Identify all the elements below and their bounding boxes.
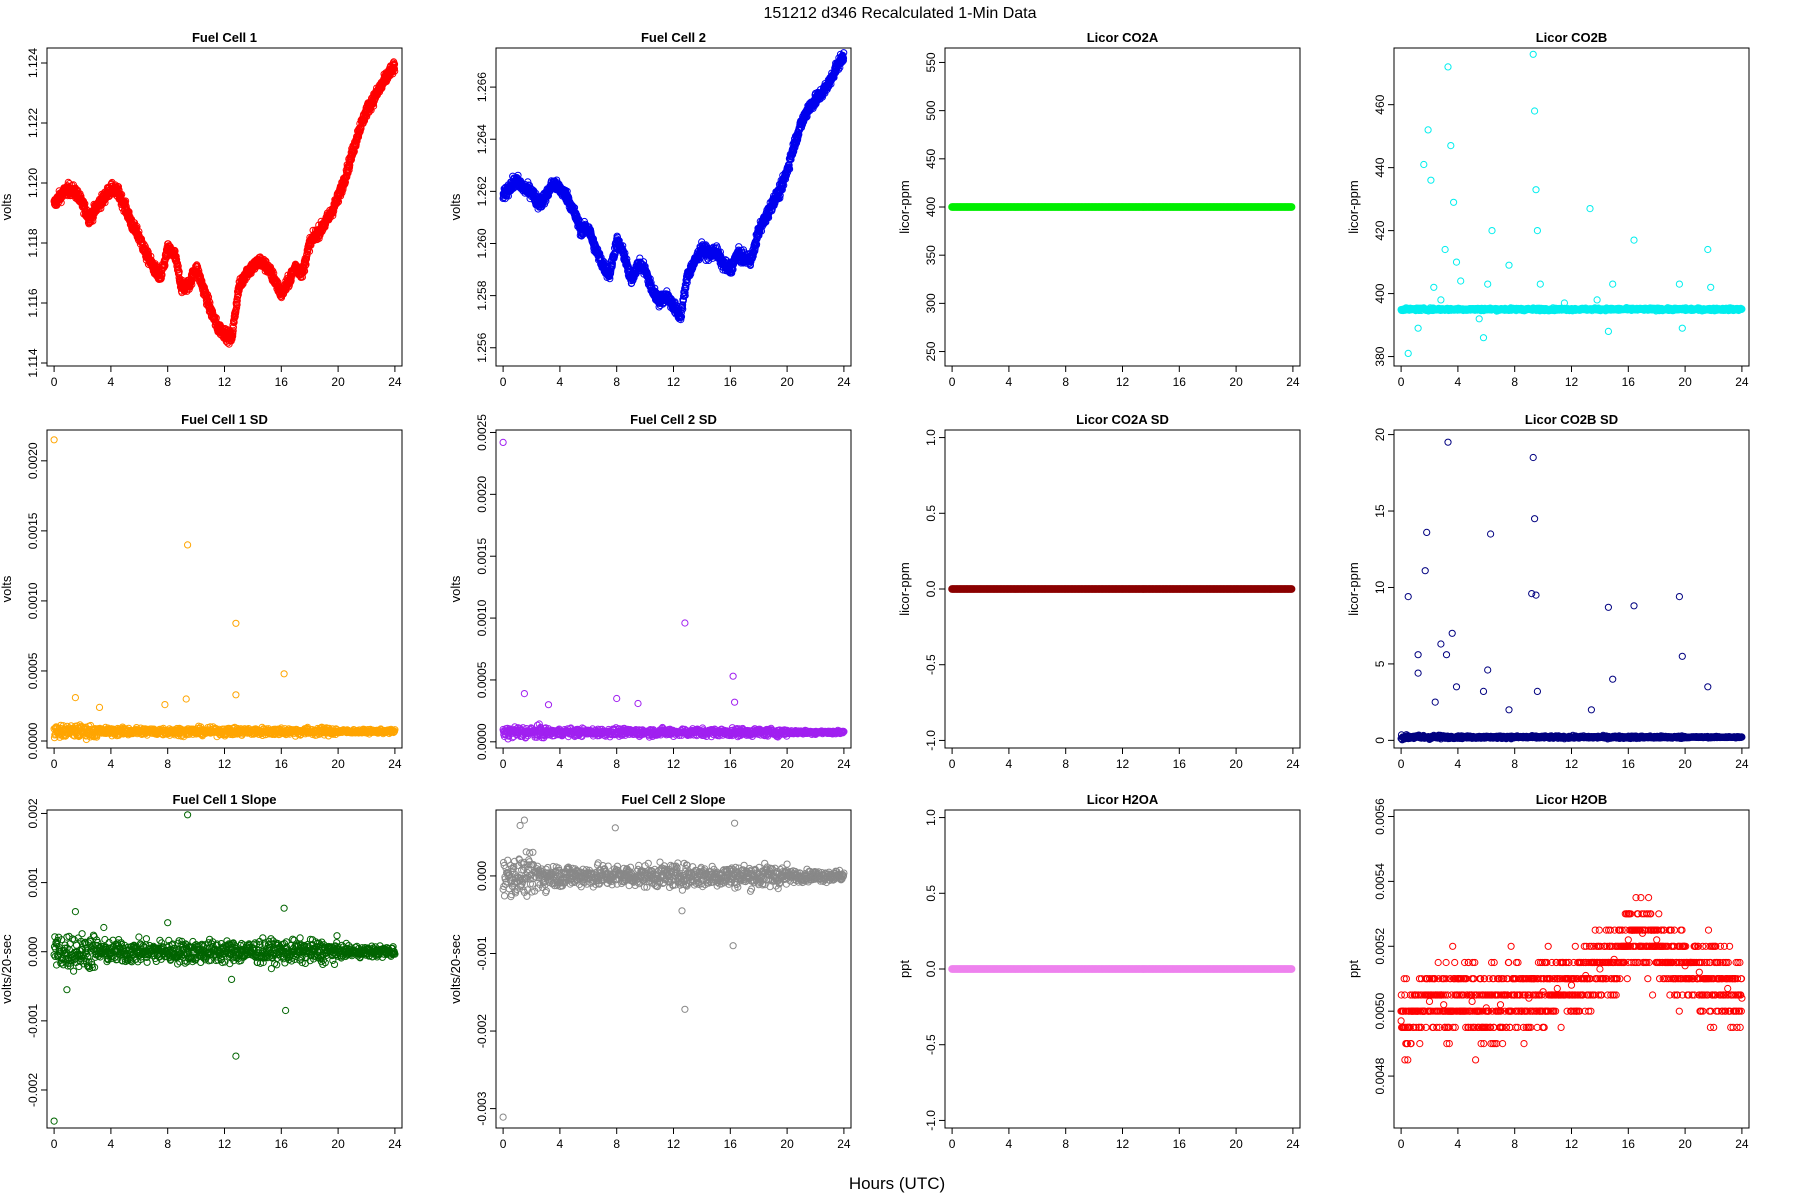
panel-0: Fuel Cell 1 0 4 8 12 16 20 24 1.114 1.116 1.118 1.1… (0, 30, 403, 389)
data-point (89, 217, 97, 225)
data-point (212, 314, 220, 322)
points (499, 49, 848, 324)
y-tick-label: 1.256 (475, 332, 489, 362)
data-point (229, 332, 237, 340)
x-tick-label: 4 (557, 375, 564, 389)
y-tick-label: 1.124 (26, 48, 40, 78)
data-point (229, 327, 237, 335)
x-tick-label: 20 (1229, 375, 1243, 389)
data-point (122, 202, 130, 210)
data-point (81, 203, 89, 212)
x-tick-label: 12 (218, 375, 232, 389)
y-tick-label: 300 (924, 293, 938, 313)
data-point (234, 291, 242, 299)
points (1397, 50, 1746, 357)
plot-frame (495, 47, 852, 367)
x-tick-label: 4 (1006, 375, 1013, 389)
y-tick-label: 1.264 (475, 124, 489, 154)
data-point (114, 185, 122, 193)
x-tick-label: 0 (949, 375, 956, 389)
x-tick-label: 16 (1173, 375, 1187, 389)
data-point (204, 293, 213, 301)
data-point (172, 252, 180, 260)
points (948, 203, 1296, 211)
y-tick-label: 1.120 (26, 168, 40, 198)
panel-title: Fuel Cell 1 (192, 30, 257, 45)
x-tick-label: 24 (837, 375, 851, 389)
data-point (89, 213, 97, 221)
x-tick-label: 20 (780, 375, 794, 389)
x-tick-label: 8 (613, 375, 620, 389)
y-axis-label: volts (448, 193, 463, 220)
data-point (121, 199, 129, 208)
points (50, 58, 399, 348)
y-tick-label: 550 (924, 52, 938, 72)
x-tick-label: 0 (51, 375, 58, 389)
figure-xlabel: Hours (UTC) (849, 1174, 945, 1193)
y-axis-label: volts (0, 193, 14, 220)
y-tick-label: 1.266 (475, 72, 489, 102)
x-tick-label: 12 (667, 375, 681, 389)
x-tick-label: 16 (275, 375, 289, 389)
data-point (173, 255, 181, 264)
y-tick-label: 350 (924, 245, 938, 265)
y-tick-label: 1.122 (26, 108, 40, 138)
x-tick-label: 12 (1116, 375, 1130, 389)
y-tick-label: 1.262 (475, 176, 489, 206)
x-tick-label: 0 (500, 375, 507, 389)
x-tick-label: 24 (388, 375, 402, 389)
x-tick-label: 8 (164, 375, 171, 389)
y-tick-label: 1.260 (475, 228, 489, 258)
data-point (175, 268, 183, 276)
y-axis-label: licor-ppm (897, 180, 912, 233)
figure-title: 151212 d346 Recalculated 1-Min Data (763, 5, 1036, 22)
y-tick-label: 1.258 (475, 280, 489, 310)
x-tick-label: 16 (724, 375, 738, 389)
data-point (233, 301, 241, 309)
x-tick-label: 24 (1286, 375, 1300, 389)
data-point (157, 274, 165, 282)
y-tick-label: 250 (924, 341, 938, 361)
data-point (171, 247, 179, 255)
x-tick-label: 20 (331, 375, 345, 389)
y-tick-label: 1.116 (26, 288, 40, 317)
data-point (158, 271, 166, 279)
data-point (231, 312, 239, 320)
y-tick-label: 1.114 (26, 348, 40, 377)
panel-title: Fuel Cell 2 (641, 30, 706, 45)
x-tick-label: 8 (1062, 375, 1069, 389)
y-tick-label: 1.118 (26, 228, 40, 257)
y-tick-label: 500 (924, 100, 938, 120)
data-point (1287, 203, 1296, 211)
panel-title: Licor CO2A (1087, 30, 1159, 45)
panel-1: Fuel Cell 2 0 4 8 12 16 20 24 1.256 1.258 1.260 1.2… (448, 30, 852, 389)
panel-2: Licor CO2A 0 4 8 12 16 20 24 250 300 350 400 450 500 5… (897, 30, 1301, 389)
x-tick-label: 4 (108, 375, 115, 389)
y-tick-label: 400 (924, 197, 938, 217)
y-tick-label: 450 (924, 148, 938, 168)
